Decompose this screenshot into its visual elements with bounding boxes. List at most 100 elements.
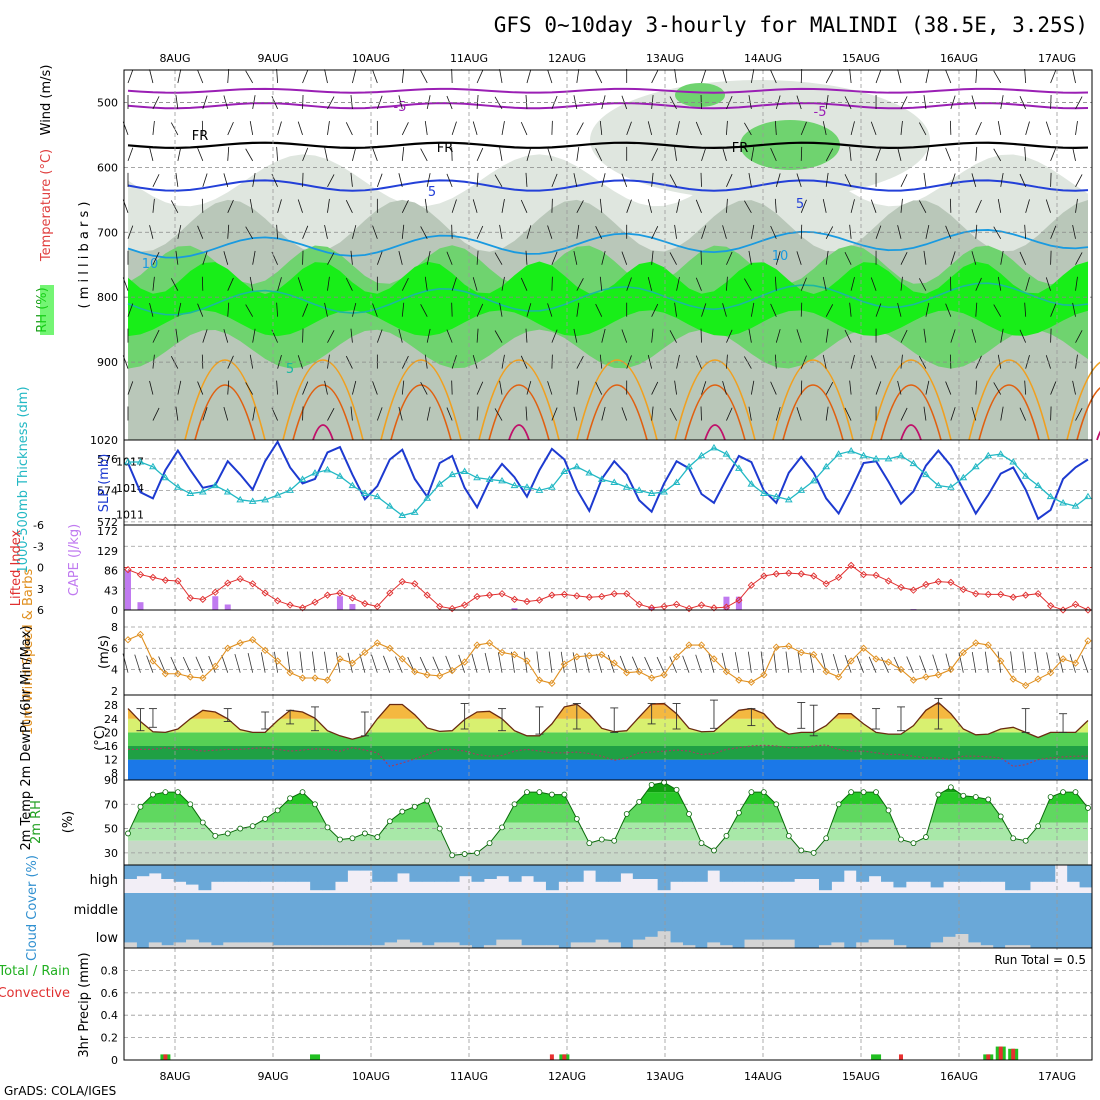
wind-barb — [701, 381, 707, 395]
low-cloud-bar — [943, 936, 956, 948]
convective-rain-bar — [163, 1054, 168, 1060]
rh-unit-label: (%) — [61, 811, 76, 834]
wind-barb — [701, 69, 707, 84]
wind-barb — [152, 174, 160, 188]
temperature-axis-label: 2m Temp 2m DewPt (6hr Min/Max) — [19, 625, 34, 850]
rh-marker — [798, 847, 805, 854]
rh-marker — [960, 792, 967, 799]
wind-barb — [825, 70, 834, 84]
wind-barb-10m — [134, 654, 141, 673]
wind-barb — [993, 148, 1002, 162]
wind-barb — [177, 69, 182, 84]
date-label-top: 13AUG — [646, 52, 684, 65]
wind-speed-marker — [573, 653, 581, 661]
wind-barb — [223, 173, 229, 187]
wind-speed-marker — [211, 662, 219, 670]
wind-speed-marker — [1034, 675, 1042, 683]
wind-barb — [748, 95, 752, 110]
middle-cloud-bar — [372, 893, 386, 920]
contour-label: 5 — [428, 185, 436, 200]
wind-barb — [748, 328, 752, 343]
rh-marker — [137, 803, 144, 810]
lifted-index-marker — [423, 591, 431, 599]
thickness-marker — [423, 494, 432, 501]
wind-barb — [494, 174, 503, 188]
wind-barb — [626, 121, 632, 136]
middle-cloud-bar — [533, 893, 547, 920]
wind-barb — [1072, 224, 1076, 239]
wind-barb — [796, 251, 802, 265]
high-cloud-bar — [595, 865, 609, 882]
lifted-index-marker — [523, 597, 531, 606]
wind-barb — [499, 224, 503, 239]
thickness-marker — [984, 451, 993, 459]
wind-barb — [950, 251, 956, 265]
thickness-marker — [523, 483, 531, 490]
thickness-marker — [685, 462, 693, 470]
rh-line — [127, 781, 1089, 856]
wind-barb — [595, 148, 603, 162]
rh-marker — [499, 824, 505, 831]
middle-cloud-bar — [186, 893, 199, 920]
wind-barb — [599, 354, 603, 369]
contour-label: -5 — [814, 105, 827, 120]
middle-cloud-bar — [409, 893, 423, 920]
lifted-index-marker — [598, 592, 606, 601]
rh-band — [128, 792, 1088, 805]
slp-line — [127, 439, 1089, 521]
wind-barb — [774, 120, 777, 135]
wind-barb — [424, 120, 428, 135]
wind-barb — [770, 225, 777, 239]
wind-barb — [701, 225, 707, 239]
cape-bar — [212, 596, 219, 610]
wind-barb — [302, 381, 309, 395]
date-label-top: 17AUG — [1038, 52, 1076, 65]
wind-speed-marker — [498, 648, 506, 657]
lifted-index-marker — [934, 578, 943, 586]
high-cloud-bar — [297, 865, 311, 882]
middle-cloud-bar — [1067, 893, 1081, 920]
low-cloud-bar — [1017, 945, 1031, 948]
thickness-marker — [236, 495, 245, 503]
rh-marker — [997, 813, 1004, 820]
wind-barb-10m — [607, 654, 615, 673]
cloud-band-label: low — [96, 931, 119, 946]
lifted-index-marker — [697, 601, 706, 609]
wind-speed-marker — [1071, 659, 1080, 667]
wind-speed-marker — [947, 665, 955, 674]
wind-barb — [993, 382, 1002, 395]
wind-barb — [426, 250, 431, 265]
temp-contour-25 — [782, 384, 844, 441]
wind-barb — [945, 303, 952, 317]
temperature-isoline — [127, 87, 1089, 94]
rh-band — [128, 804, 1088, 823]
li-tick-label: 3 — [37, 583, 44, 596]
low-cloud-bar — [483, 945, 497, 948]
wind-barb — [796, 407, 802, 421]
wind-barb — [420, 382, 428, 395]
wind-unit-label: (m/s) — [97, 635, 112, 669]
wind-barb — [197, 381, 204, 395]
wind-axis-label: 10m Wind Speed & Barbs — [21, 569, 36, 736]
wind-barb-10m — [383, 655, 391, 673]
middle-cloud-bar — [1005, 893, 1019, 920]
thickness-marker — [298, 475, 307, 482]
lifted-index-marker — [997, 590, 1005, 599]
wind-speed-marker — [423, 671, 431, 679]
wind-barb — [576, 278, 584, 291]
wind-barb — [327, 252, 335, 265]
wind-barb — [197, 225, 204, 239]
cape-axis-label: CAPE (J/kg) — [67, 524, 82, 596]
thickness-marker — [161, 473, 170, 481]
wind-barb — [177, 147, 182, 161]
thickness-marker — [660, 487, 668, 495]
wind-barb — [350, 406, 353, 421]
thickness-marker — [1009, 458, 1018, 465]
total-rain-bar — [871, 1054, 882, 1060]
low-cloud-bar — [421, 945, 435, 948]
wind-barb — [277, 121, 282, 136]
lifted-index-marker — [136, 570, 145, 579]
temp-tick-label: 20 — [104, 726, 118, 739]
middle-cloud-bar — [173, 893, 187, 920]
wind-barb — [844, 174, 852, 188]
